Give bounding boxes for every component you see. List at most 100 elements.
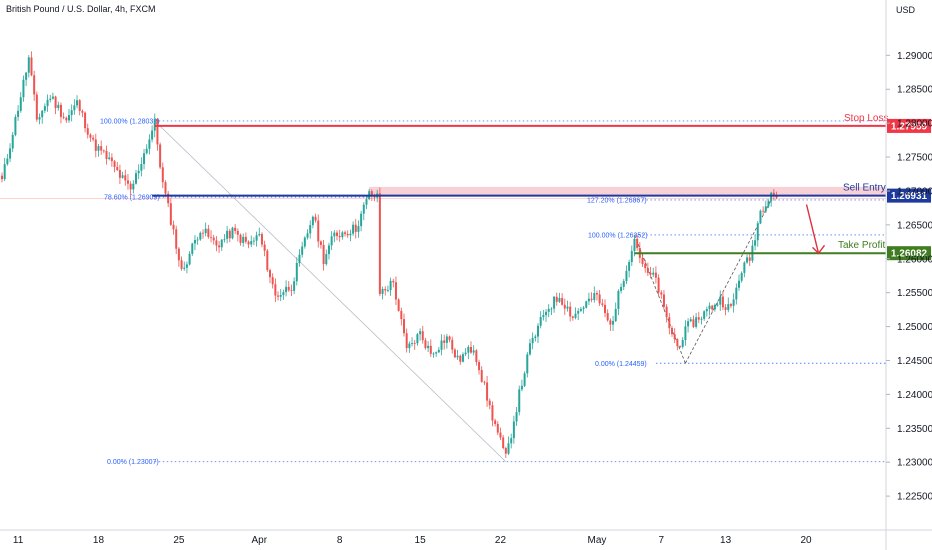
candle-body: [135, 173, 137, 184]
candle-body: [636, 238, 639, 248]
candle-body: [673, 334, 676, 340]
price-tag-label: 1.27959: [891, 121, 928, 132]
candle-body: [665, 306, 668, 318]
candle-body: [330, 236, 333, 246]
candle-body: [445, 336, 448, 343]
candle-body: [183, 267, 186, 269]
candle-body: [17, 110, 20, 117]
candle-body: [57, 104, 60, 109]
candle-body: [148, 139, 151, 149]
currency-label[interactable]: USD: [896, 5, 916, 15]
candle-body: [303, 237, 306, 247]
candle-body: [140, 164, 143, 171]
y-tick-label: 1.25500: [897, 288, 932, 299]
candle-body: [68, 115, 70, 121]
candle-body: [646, 268, 649, 273]
candle-body: [563, 304, 566, 309]
x-tick-label: 11: [13, 535, 24, 546]
candle-body: [282, 292, 285, 295]
candle-body: [440, 340, 443, 350]
candle-body: [617, 290, 620, 309]
candle-body: [263, 244, 266, 251]
candle-body: [716, 304, 719, 306]
candle-body: [226, 230, 229, 239]
candle-body: [102, 150, 105, 152]
candle-body: [721, 296, 724, 308]
candle-body: [126, 180, 129, 184]
candle-body: [327, 245, 330, 255]
candle-body: [293, 281, 296, 291]
candle-body: [491, 405, 494, 421]
projection-arrow: [805, 204, 820, 254]
candle-body: [252, 240, 255, 242]
candle-body: [260, 234, 263, 245]
candle-body: [679, 346, 682, 348]
candle-body: [738, 280, 740, 288]
candle-body: [762, 210, 765, 212]
candle-body: [244, 236, 247, 242]
candle-body: [277, 295, 280, 297]
candle-body: [212, 237, 215, 241]
candle-body: [341, 232, 344, 238]
candle-body: [427, 345, 430, 349]
y-tick-label: 1.25000: [897, 322, 932, 333]
candle-body: [113, 161, 116, 167]
candle-body: [622, 281, 625, 287]
candle-body: [389, 280, 392, 291]
candle-body: [354, 224, 357, 232]
candle-body: [386, 290, 389, 291]
fib-level-label: 127.20% (1.26867): [587, 197, 647, 204]
candle-body: [437, 349, 440, 353]
candle-body: [78, 100, 81, 111]
candle-body: [558, 298, 561, 302]
candle-body: [713, 304, 716, 310]
y-tick-label: 1.28500: [897, 85, 932, 96]
candle-body: [451, 339, 454, 350]
candle-body: [177, 248, 180, 261]
fib-level-label: 78.60% (1.26909): [104, 195, 160, 202]
candle-body: [132, 183, 135, 190]
candle-body: [121, 175, 124, 178]
candle-body: [336, 232, 338, 236]
candle-body: [652, 272, 655, 275]
x-tick-label: 25: [173, 535, 185, 546]
candle-body: [577, 310, 580, 314]
candle-body: [220, 239, 223, 248]
candle-body: [378, 193, 381, 294]
y-tick-label: 1.23000: [897, 458, 932, 469]
candle-body: [46, 99, 49, 107]
candle-body: [579, 308, 582, 311]
candle-body: [574, 313, 577, 318]
candle-body: [325, 254, 328, 265]
candle-body: [512, 421, 515, 439]
candle-body: [362, 204, 365, 214]
candle-body: [740, 272, 743, 281]
candle-body: [1, 175, 3, 180]
candle-body: [692, 319, 695, 327]
candle-body: [156, 118, 159, 145]
candle-body: [644, 263, 647, 269]
candle-body: [662, 294, 665, 307]
candle-body: [606, 313, 609, 321]
candle-body: [14, 116, 17, 135]
price-tag: [887, 118, 931, 133]
candle-body: [27, 57, 30, 73]
candle-body: [207, 228, 210, 237]
candle-body: [100, 146, 103, 151]
candle-body: [687, 321, 690, 327]
candle-body: [258, 234, 261, 236]
candle-body: [196, 239, 199, 241]
candle-body: [582, 307, 585, 309]
candle-body: [654, 272, 657, 278]
candle-body: [614, 308, 617, 322]
candle-body: [727, 304, 730, 310]
candle-body: [298, 254, 301, 264]
candle-body: [279, 294, 282, 297]
candle-body: [33, 75, 36, 95]
y-tick-label: 1.22500: [897, 492, 932, 503]
candle-body: [708, 305, 711, 310]
candle-body: [641, 257, 644, 264]
candle-body: [499, 432, 502, 438]
candle-body: [520, 385, 523, 390]
